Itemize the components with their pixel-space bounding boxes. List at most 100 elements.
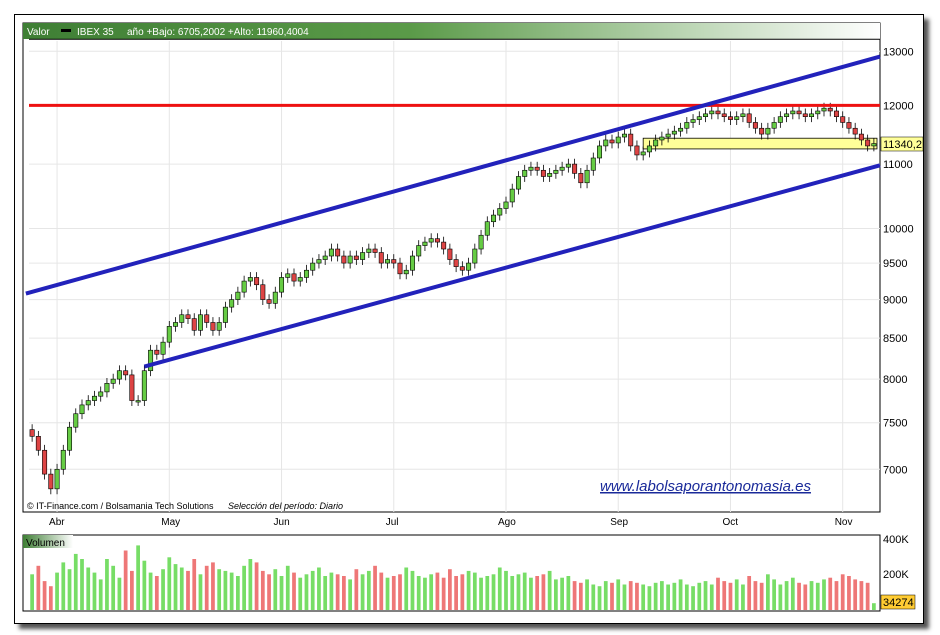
volume-bar [865,582,870,610]
candle-body [166,326,172,343]
volume-bar [797,582,801,610]
candle-body [341,255,347,264]
volume-bar [603,581,608,610]
candle-body [559,166,565,171]
volume-bar [529,577,533,610]
volume-bar [317,567,321,610]
candle-body [353,255,359,260]
volume-bar [591,584,596,610]
volume-bar [242,565,246,610]
channel-lower-line [143,163,881,369]
candle-body [48,473,54,490]
candle-body [447,248,453,260]
candle-body [291,273,297,282]
x-tick-label: Sep [610,517,628,528]
volume-bar [684,584,689,610]
x-tick-label: Nov [835,517,853,528]
last-price-box [880,136,923,152]
candle-body [328,248,334,257]
grid [29,38,880,512]
candle-body [815,110,821,115]
volume-bar [728,582,733,610]
candle-body [721,113,727,117]
candle-body [671,130,677,135]
candle-body [241,280,247,293]
volume-bar [354,569,359,610]
valor-label: Valor [27,27,50,38]
volume-bar [516,574,521,610]
candle-body [135,400,141,403]
volume-bar [391,576,396,610]
header-bar [23,23,880,39]
candle-body [752,122,758,129]
volume-bar [86,567,91,610]
candle-body [565,163,571,168]
volume-bar [223,570,228,610]
candle-body [104,383,110,393]
volume-bar [616,579,621,610]
volume-bar [55,572,59,610]
volume-bar [554,579,558,610]
candle-body [472,248,478,264]
candle-body [428,238,434,243]
volume-bar [142,560,147,610]
candle-body [572,163,578,174]
volume-bar [435,572,440,610]
volume-bar [398,574,402,610]
y-tick-label: 9000 [883,295,907,307]
volume-bar [73,553,78,610]
candle-body [229,299,235,308]
volume-bar [273,569,278,610]
range-text: año +Bajo: 6705,2002 +Alto: 11960,4004 [127,27,309,38]
volume-bars [30,545,876,610]
volume-last-box [880,594,916,610]
candle-body [609,139,615,144]
volume-bar [610,582,614,610]
candle-body [715,110,721,115]
candle-body [266,299,272,304]
credits-text: © IT-Finance.com / Bolsamania Tech Solut… [27,501,214,511]
volume-bar [697,582,702,610]
candle-body [303,269,309,278]
y-tick-label: 9500 [883,258,907,270]
volume-bar [260,570,265,610]
candle-body [740,113,746,117]
volume-bar [348,579,352,610]
candle-body [584,169,590,184]
candle-body [372,248,378,253]
candle-body [653,139,659,147]
candle-body [441,241,447,250]
candle-body [628,133,634,147]
candles [29,102,877,495]
volume-bar [335,574,340,610]
candle-body [403,269,409,275]
candle-body [60,449,66,470]
volume-bar [660,581,664,610]
volume-bar [597,586,602,610]
volume-bar [828,577,833,610]
candle-body [852,127,858,135]
candle-body [540,169,546,177]
candle-body [634,145,640,156]
volume-bar [510,576,515,610]
candle-body [690,119,696,123]
candle-body [335,248,341,257]
candle-body [727,116,733,120]
candle-body [709,110,715,115]
volume-bar [460,574,465,610]
volume-bar [117,577,122,610]
volume-bar [429,574,434,610]
candle-body [204,314,210,323]
candle-body [590,157,596,171]
volume-bar [123,550,128,610]
volume-bar [148,572,153,610]
candle-body [547,173,553,177]
volume-bar [285,565,290,610]
candle-body [272,291,278,304]
candle-body [42,449,48,475]
candle-body [409,255,415,271]
x-tick-label: Jul [386,517,399,528]
candle-body [491,214,497,223]
volume-bar [778,584,783,610]
volume-bar [678,579,683,610]
